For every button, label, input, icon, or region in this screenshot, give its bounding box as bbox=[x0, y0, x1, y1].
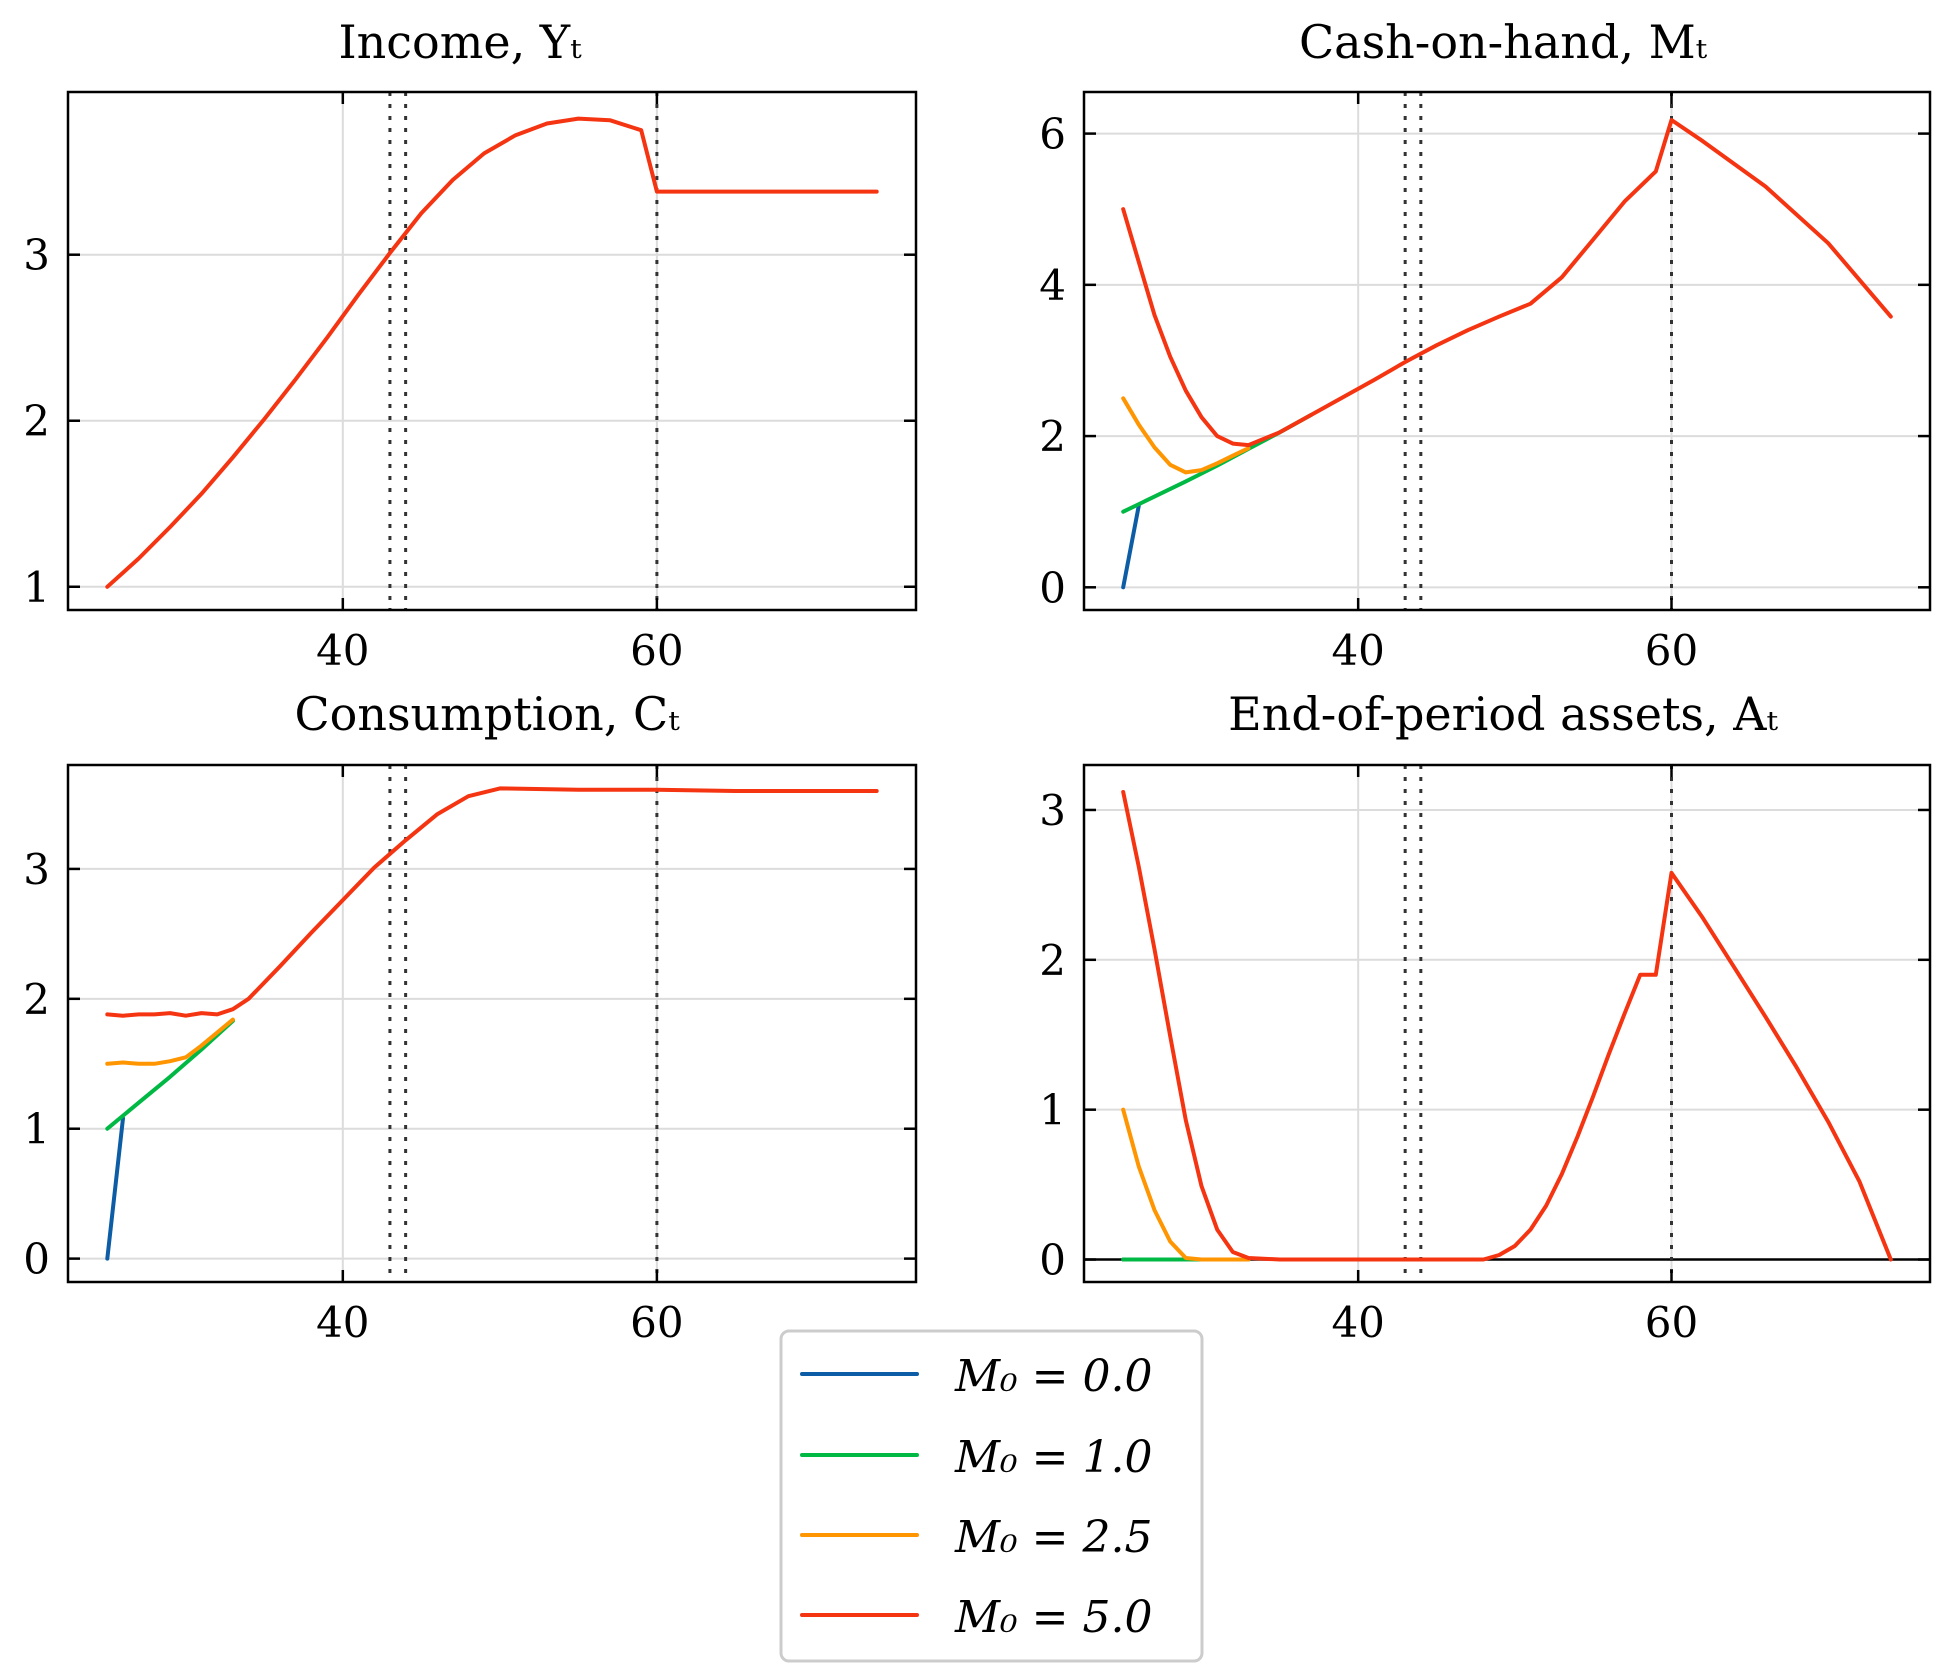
x-tick-label: 60 bbox=[630, 626, 683, 675]
cash-on-hand-panel: Cash-on-hand, Mₜ 40 60 0 2 4 6 bbox=[1039, 15, 1932, 675]
y-tick-label: 3 bbox=[1039, 786, 1066, 835]
assets-panel: End-of-period assets, Aₜ 40 60 0 1 2 3 bbox=[1039, 687, 1932, 1347]
series-line bbox=[1121, 1107, 1251, 1262]
series-line bbox=[105, 116, 879, 589]
legend-box bbox=[779, 1329, 1204, 1663]
plot-frame bbox=[1082, 763, 1932, 1284]
plot-frame bbox=[66, 763, 918, 1284]
legend-label: M₀ = 1.0 bbox=[954, 1432, 1153, 1483]
series-line bbox=[1121, 118, 1893, 448]
y-tick-label: 1 bbox=[23, 563, 50, 612]
y-tick-label: 4 bbox=[1039, 261, 1066, 310]
y-tick-label: 6 bbox=[1039, 110, 1066, 159]
cash-on-hand-panel-title: Cash-on-hand, Mₜ bbox=[1299, 15, 1708, 69]
consumption-panel-title: Consumption, Cₜ bbox=[294, 687, 680, 741]
legend-label: M₀ = 0.0 bbox=[954, 1351, 1153, 1402]
x-tick-label: 40 bbox=[316, 626, 369, 675]
series-line bbox=[105, 1116, 125, 1261]
y-tick-label: 2 bbox=[23, 975, 50, 1024]
series-line bbox=[105, 786, 879, 1018]
series-line bbox=[105, 1017, 235, 1066]
income-panel-title: Income, Yₜ bbox=[338, 15, 582, 69]
plot-frame bbox=[1082, 90, 1932, 612]
legend: M₀ = 0.0 M₀ = 1.0 M₀ = 2.5 M₀ = 5.0 bbox=[779, 1329, 1204, 1663]
legend-label: M₀ = 2.5 bbox=[954, 1512, 1153, 1563]
income-panel: Income, Yₜ 40 60 1 2 3 bbox=[23, 15, 918, 675]
plot-frame bbox=[66, 90, 918, 612]
x-tick-label: 60 bbox=[630, 1298, 683, 1347]
y-tick-label: 2 bbox=[1039, 412, 1066, 461]
y-tick-label: 3 bbox=[23, 845, 50, 894]
legend-entry: M₀ = 5.0 bbox=[800, 1592, 1153, 1643]
legend-entry: M₀ = 1.0 bbox=[800, 1432, 1153, 1483]
series-line bbox=[105, 1018, 235, 1131]
y-tick-label: 1 bbox=[23, 1105, 50, 1154]
assets-panel-title: End-of-period assets, Aₜ bbox=[1228, 687, 1778, 741]
x-tick-label: 40 bbox=[316, 1298, 369, 1347]
y-tick-label: 0 bbox=[1039, 1236, 1066, 1285]
y-tick-label: 0 bbox=[1039, 563, 1066, 612]
series-line bbox=[1121, 396, 1251, 475]
y-tick-label: 0 bbox=[23, 1235, 50, 1284]
legend-label: M₀ = 5.0 bbox=[954, 1592, 1153, 1643]
y-tick-label: 1 bbox=[1039, 1086, 1066, 1135]
y-tick-label: 2 bbox=[1039, 936, 1066, 985]
y-tick-label: 3 bbox=[23, 231, 50, 280]
series-line bbox=[1121, 790, 1893, 1262]
legend-entry: M₀ = 2.5 bbox=[800, 1512, 1153, 1563]
legend-entry: M₀ = 0.0 bbox=[800, 1351, 1153, 1402]
series-line bbox=[1121, 503, 1141, 590]
x-tick-label: 40 bbox=[1331, 626, 1384, 675]
x-tick-label: 40 bbox=[1331, 1298, 1384, 1347]
y-tick-label: 2 bbox=[23, 397, 50, 446]
consumption-panel: Consumption, Cₜ 40 60 0 1 2 3 bbox=[23, 687, 918, 1347]
x-tick-label: 60 bbox=[1645, 626, 1698, 675]
x-tick-label: 60 bbox=[1645, 1298, 1698, 1347]
